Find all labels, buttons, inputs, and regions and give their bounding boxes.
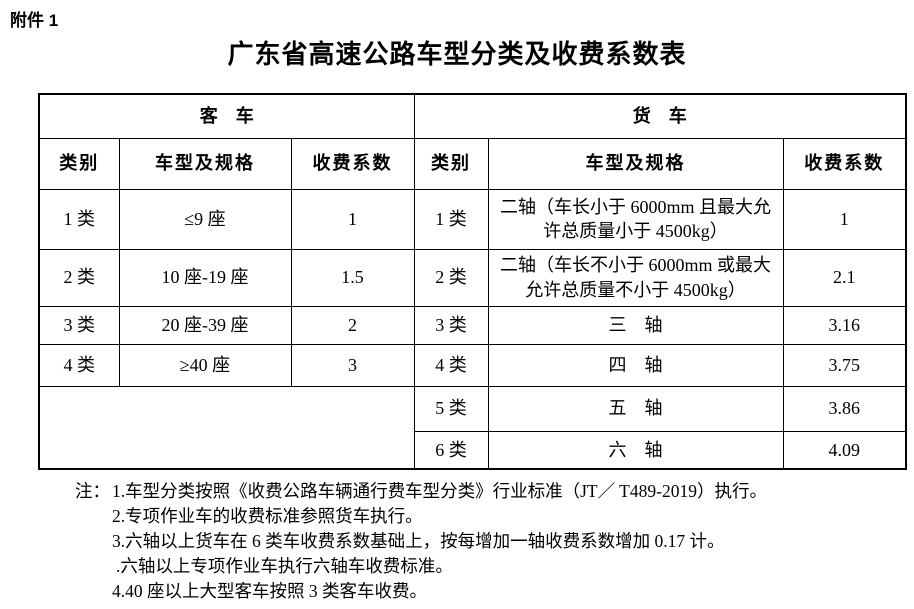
spec-cell: ≤9 座 xyxy=(118,188,292,250)
coefficient-cell: 3 xyxy=(290,343,415,387)
spec-cell: 二轴（车长小于 6000mm 且最大允许总质量小于 4500kg） xyxy=(487,188,784,250)
vehicle-classification-table: 客 车 货 车 类别 车型及规格 收费系数 类别 车型及规格 收费系数 1 类 … xyxy=(38,93,908,470)
coefficient-cell: 1 xyxy=(290,188,415,250)
note-line-1: 1.车型分类按照《收费公路车辆通行费车型分类》行业标准（JT／ T489-201… xyxy=(112,481,767,501)
coefficient-cell: 3.75 xyxy=(782,343,907,387)
category-cell: 2 类 xyxy=(413,248,489,307)
category-cell: 4 类 xyxy=(38,343,120,387)
table-row: 3 类 20 座-39 座 2 3 类 三 轴 3.16 xyxy=(38,305,907,345)
table-row: 1 类 ≤9 座 1 1 类 二轴（车长小于 6000mm 且最大允许总质量小于… xyxy=(38,188,907,250)
table-row: 5 类 五 轴 3.86 xyxy=(38,385,907,470)
category-cell: 3 类 xyxy=(38,305,120,345)
truck-spec-header: 车型及规格 xyxy=(487,137,784,190)
category-cell: 1 类 xyxy=(38,188,120,250)
note-line-2: 2.专项作业车的收费标准参照货车执行。 xyxy=(112,506,423,526)
truck-group-header: 货 车 xyxy=(413,93,907,139)
truck-category-header: 类别 xyxy=(413,137,489,190)
coefficient-cell: 4.09 xyxy=(782,430,907,470)
coefficient-cell: 3.16 xyxy=(782,305,907,345)
spec-cell: ≥40 座 xyxy=(118,343,292,387)
passenger-category-header: 类别 xyxy=(38,137,120,190)
passenger-coefficient-header: 收费系数 xyxy=(290,137,415,190)
note-line-5: 4.40 座以上大型客车按照 3 类客车收费。 xyxy=(112,581,427,601)
spec-cell: 三 轴 xyxy=(487,305,784,345)
spec-cell: 五 轴 xyxy=(487,385,784,432)
category-cell: 3 类 xyxy=(413,305,489,345)
category-cell: 2 类 xyxy=(38,248,120,307)
coefficient-cell: 1 xyxy=(782,188,907,250)
page-title: 广东省高速公路车型分类及收费系数表 xyxy=(227,40,687,69)
coefficient-cell: 2.1 xyxy=(782,248,907,307)
group-header-row: 客 车 货 车 xyxy=(38,93,907,139)
category-cell: 5 类 xyxy=(413,385,489,432)
table-row: 2 类 10 座-19 座 1.5 2 类 二轴（车长不小于 6000mm 或最… xyxy=(38,248,907,307)
note-line-3: 3.六轴以上货车在 6 类车收费系数基础上，按每增加一轴收费系数增加 0.17 … xyxy=(112,531,725,551)
attachment-label: 附件 1 xyxy=(10,11,59,30)
coefficient-cell: 2 xyxy=(290,305,415,345)
spec-cell: 20 座-39 座 xyxy=(118,305,292,345)
coefficient-cell: 1.5 xyxy=(290,248,415,307)
notes-section: 注： 1.车型分类按照《收费公路车辆通行费车型分类》行业标准（JT／ T489-… xyxy=(75,479,905,604)
coefficient-cell: 3.86 xyxy=(782,385,907,432)
notes-label: 注： xyxy=(75,481,110,501)
empty-merged-cell xyxy=(38,385,415,470)
category-cell: 1 类 xyxy=(413,188,489,250)
note-line-4: .六轴以上专项作业车执行六轴车收费标准。 xyxy=(116,556,453,576)
notes-list: 1.车型分类按照《收费公路车辆通行费车型分类》行业标准（JT／ T489-201… xyxy=(112,479,767,604)
table-row: 6 类 六 轴 4.09 xyxy=(39,430,907,470)
passenger-spec-header: 车型及规格 xyxy=(118,137,292,190)
column-header-row: 类别 车型及规格 收费系数 类别 车型及规格 收费系数 xyxy=(38,137,907,190)
spec-cell: 六 轴 xyxy=(487,430,784,470)
spec-cell: 10 座-19 座 xyxy=(118,248,292,307)
passenger-group-header: 客 车 xyxy=(38,93,415,139)
spec-cell: 四 轴 xyxy=(487,343,784,387)
category-cell: 6 类 xyxy=(413,430,489,470)
table-row: 4 类 ≥40 座 3 4 类 四 轴 3.75 xyxy=(38,343,907,387)
truck-coefficient-header: 收费系数 xyxy=(782,137,907,190)
category-cell: 4 类 xyxy=(413,343,489,387)
spec-cell: 二轴（车长不小于 6000mm 或最大允许总质量不小于 4500kg） xyxy=(487,248,784,307)
